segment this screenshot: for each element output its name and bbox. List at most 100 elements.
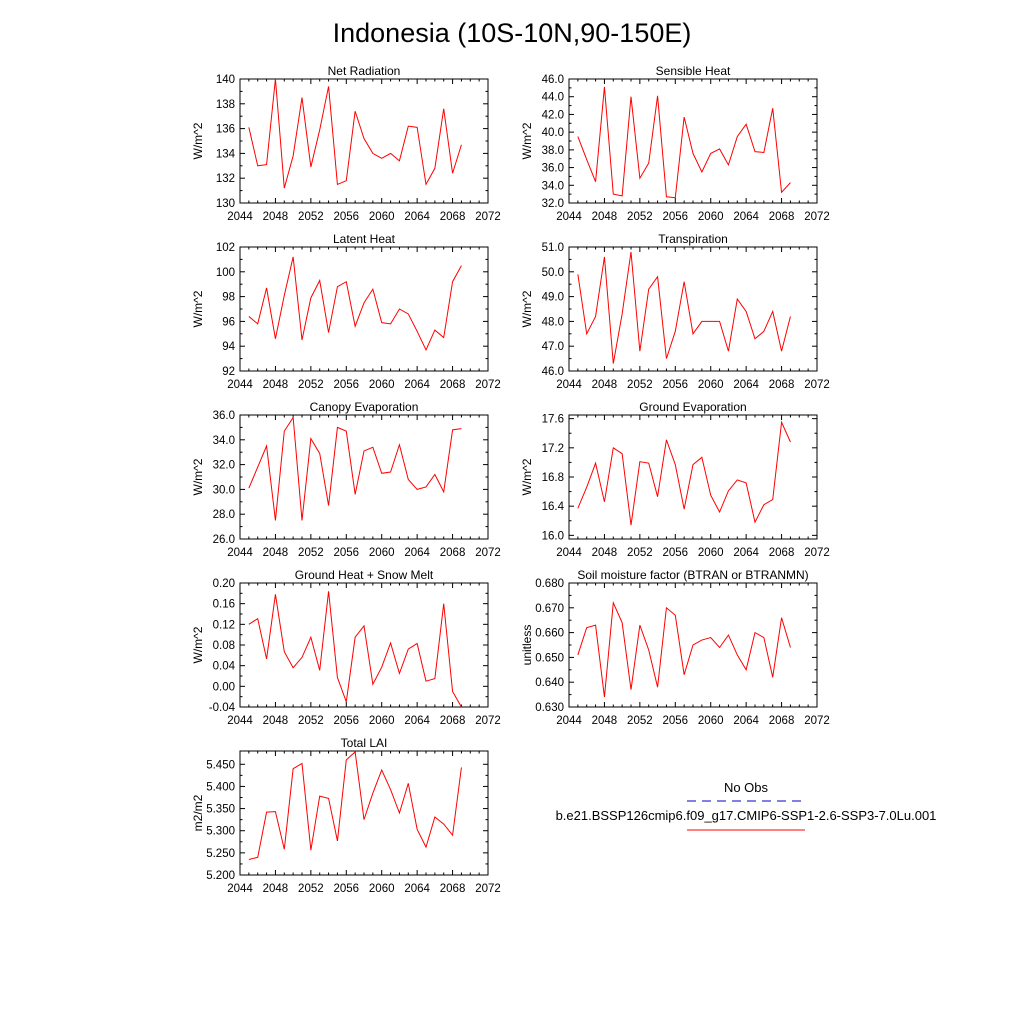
x-tick-label: 2056 <box>333 379 359 391</box>
y-tick-label: 47.0 <box>542 341 564 353</box>
y-axis-label: m2/m2 <box>191 794 205 831</box>
y-tick-label: 46.0 <box>542 74 564 86</box>
y-axis-label: W/m^2 <box>191 626 205 663</box>
panel-2: Latent Heat W/m^2 2044 2048 2052 2056 2060 2064… <box>191 232 501 391</box>
y-tick-label: 42.0 <box>542 109 564 121</box>
x-tick-label: 2044 <box>556 547 582 559</box>
y-tick-label: 5.250 <box>206 848 235 860</box>
panel-1: Sensible Heat W/m^2 2044 2048 2052 2056 2060 20… <box>520 64 830 223</box>
y-tick-label: 98 <box>222 292 235 304</box>
x-tick-label: 2064 <box>733 379 759 391</box>
page-title: Indonesia (10S-10N,90-150E) <box>333 18 692 48</box>
x-tick-label: 2048 <box>263 211 289 223</box>
y-tick-label: 140 <box>216 74 235 86</box>
y-tick-label: 138 <box>216 99 235 111</box>
y-axis-label: W/m^2 <box>520 122 534 159</box>
x-tick-label: 2060 <box>369 547 395 559</box>
x-tick-label: 2044 <box>556 211 582 223</box>
x-tick-label: 2060 <box>698 547 724 559</box>
y-tick-label: 30.0 <box>213 484 235 496</box>
x-tick-label: 2064 <box>733 211 759 223</box>
y-tick-label: 46.0 <box>542 366 564 378</box>
y-axis-label: W/m^2 <box>191 122 205 159</box>
x-tick-label: 2044 <box>556 715 582 727</box>
y-tick-label: 132 <box>216 173 235 185</box>
x-tick-label: 2044 <box>227 547 253 559</box>
x-tick-label: 2068 <box>440 883 466 895</box>
y-tick-label: 0.00 <box>213 681 235 693</box>
x-tick-label: 2052 <box>298 883 324 895</box>
y-tick-label: 134 <box>216 148 236 160</box>
plot-frame <box>568 78 818 204</box>
x-tick-label: 2072 <box>475 883 501 895</box>
y-tick-label: 0.640 <box>535 677 564 689</box>
y-axis-label: W/m^2 <box>191 458 205 495</box>
y-tick-label: 36.0 <box>213 410 235 422</box>
x-tick-label: 2044 <box>227 379 253 391</box>
panel-title: Soil moisture factor (BTRAN or BTRANMN) <box>577 568 808 582</box>
y-tick-label: 96 <box>222 316 235 328</box>
y-tick-label: 130 <box>216 198 235 210</box>
y-tick-label: 17.6 <box>542 414 564 426</box>
legend-obs-label: No Obs <box>724 780 769 795</box>
y-tick-label: 17.2 <box>542 443 564 455</box>
panel-title: Latent Heat <box>333 232 396 246</box>
series-line <box>577 600 791 698</box>
x-tick-label: 2056 <box>662 211 688 223</box>
x-tick-label: 2068 <box>769 211 795 223</box>
x-tick-label: 2056 <box>333 547 359 559</box>
panel-5: Ground Evaporation W/m^2 2044 2048 2052 2056 2… <box>520 400 830 559</box>
y-tick-label: 0.680 <box>535 578 564 590</box>
y-tick-label: 0.630 <box>535 702 564 714</box>
x-tick-label: 2064 <box>733 715 759 727</box>
plot-frame <box>239 246 489 372</box>
x-tick-label: 2056 <box>662 379 688 391</box>
x-tick-label: 2072 <box>804 379 830 391</box>
x-tick-label: 2048 <box>263 883 289 895</box>
x-tick-label: 2056 <box>662 715 688 727</box>
y-tick-label: 5.300 <box>206 826 235 838</box>
panel-title: Net Radiation <box>328 64 401 78</box>
x-tick-label: 2068 <box>440 715 466 727</box>
x-tick-label: 2072 <box>475 547 501 559</box>
x-tick-label: 2056 <box>662 547 688 559</box>
x-tick-label: 2064 <box>404 379 430 391</box>
panel-8: Total LAI m2/m2 2044 2048 2052 2056 2060 2064 20… <box>191 736 501 895</box>
y-tick-label: 0.650 <box>535 652 564 664</box>
y-tick-label: 5.200 <box>206 870 235 882</box>
y-tick-label: 40.0 <box>542 127 564 139</box>
y-tick-label: 38.0 <box>542 145 564 157</box>
x-tick-label: 2044 <box>227 883 253 895</box>
x-tick-label: 2052 <box>298 547 324 559</box>
x-tick-label: 2048 <box>592 379 618 391</box>
panel-7: Soil moisture factor (BTRAN or BTRANMN) u… <box>520 568 830 727</box>
x-tick-label: 2068 <box>440 211 466 223</box>
x-tick-label: 2068 <box>440 547 466 559</box>
y-tick-label: 32.0 <box>542 198 564 210</box>
y-tick-label: 26.0 <box>213 534 235 546</box>
x-tick-label: 2060 <box>698 715 724 727</box>
y-tick-label: 0.12 <box>213 619 235 631</box>
y-tick-label: 0.08 <box>213 640 235 652</box>
x-tick-label: 2068 <box>440 379 466 391</box>
y-tick-label: 51.0 <box>542 242 564 254</box>
panels: Net Radiation W/m^2 2044 2048 2052 2056 2060 20… <box>191 64 830 895</box>
series-line <box>248 415 462 521</box>
x-tick-label: 2052 <box>627 547 653 559</box>
series-line <box>248 78 462 189</box>
y-tick-label: 94 <box>222 341 235 353</box>
y-tick-label: 102 <box>216 242 235 254</box>
y-tick-label: 0.670 <box>535 603 564 615</box>
x-tick-label: 2044 <box>227 715 253 727</box>
y-tick-label: 92 <box>222 366 235 378</box>
plot-frame <box>239 582 489 708</box>
y-tick-label: 34.0 <box>213 435 235 447</box>
x-tick-label: 2048 <box>592 211 618 223</box>
y-tick-label: 48.0 <box>542 316 564 328</box>
x-tick-label: 2048 <box>592 547 618 559</box>
y-tick-label: 16.0 <box>542 530 564 542</box>
series-line <box>577 86 791 199</box>
x-tick-label: 2072 <box>475 379 501 391</box>
y-tick-label: 28.0 <box>213 509 235 521</box>
series-line <box>577 420 791 526</box>
